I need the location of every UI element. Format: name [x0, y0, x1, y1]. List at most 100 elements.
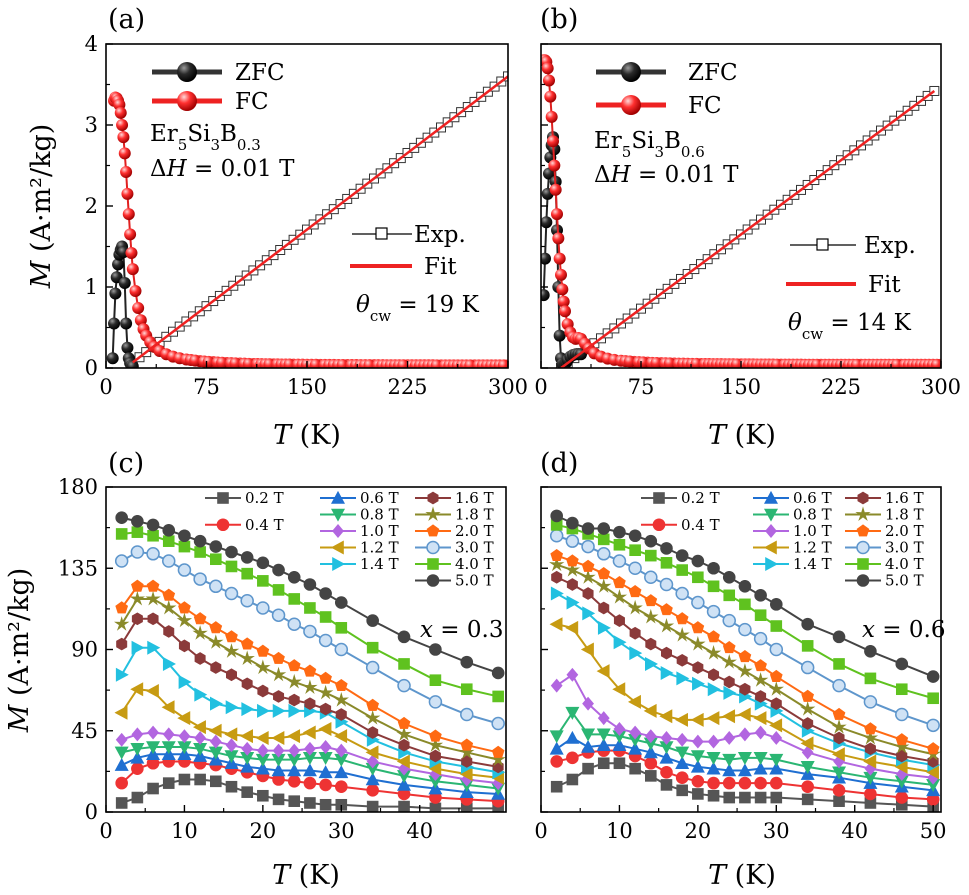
data-point-0_2T-d: [692, 788, 704, 800]
zfc-point-a: [112, 258, 125, 271]
zfc-point-a: [118, 276, 131, 289]
data-point-0_6T-c: [287, 763, 302, 777]
data-point-1_0T-d: [550, 678, 563, 693]
data-point-1_8T-c: [270, 666, 287, 682]
data-point-0_2T-d: [645, 770, 657, 782]
data-point-1_6T-c: [335, 708, 347, 721]
data-point-1_6T-d: [551, 570, 563, 584]
data-point-0_2T-c: [210, 775, 222, 788]
data-point-3_0T-d: [753, 631, 768, 646]
fit-legend-b: Exp. Fit: [786, 233, 916, 298]
data-point-4_0T-d: [864, 672, 877, 685]
data-point-0_4T-c: [303, 776, 317, 790]
data-point-1_8T-c: [490, 751, 506, 767]
data-point-1_6T-d: [692, 661, 704, 674]
y-tick-label-a: 3: [85, 113, 98, 137]
data-point-5_0T-d: [675, 549, 689, 562]
fc-point-b: [555, 268, 567, 281]
data-point-2_0T-d: [691, 621, 705, 634]
data-point-1_2T-c: [396, 754, 410, 769]
data-point-1_8T-c: [129, 590, 146, 606]
legend-marker-d: [765, 556, 779, 572]
data-point-4_0T-d: [833, 658, 845, 670]
data-point-1_2T-c: [161, 700, 175, 715]
legend-marker-d: [857, 491, 869, 505]
data-point-5_0T-d: [550, 509, 563, 523]
legend-marker-d: [856, 574, 870, 587]
data-point-0_2T-d: [723, 791, 736, 804]
data-point-2_0T-c: [272, 651, 285, 664]
data-point-1_8T-c: [302, 679, 318, 694]
data-point-5_0T-d: [597, 522, 611, 535]
fc-point-b: [931, 358, 941, 368]
data-point-0_8T-d: [800, 761, 815, 774]
data-point-0_4T-d: [660, 765, 673, 779]
data-point-1_2T-d: [863, 754, 877, 769]
data-point-0_8T-c: [146, 741, 161, 755]
data-point-1_8T-c: [396, 726, 412, 741]
fc-point-b: [650, 356, 663, 368]
legend-label-c: 2.0 T: [455, 522, 494, 540]
data-point-4_0T-c: [429, 674, 442, 686]
data-point-1_6T-d: [598, 601, 610, 615]
fc-point-b: [541, 62, 554, 75]
data-point-1_2T-c: [334, 729, 348, 744]
data-point-4_0T-d: [629, 544, 641, 556]
data-point-4_0T-c: [225, 560, 238, 573]
data-point-3_0T-d: [706, 604, 721, 619]
data-point-0_4T-c: [287, 775, 301, 788]
data-point-2_0T-c: [146, 579, 160, 592]
data-point-1_4T-c: [272, 703, 286, 718]
data-point-1_0T-c: [256, 743, 269, 758]
data-point-1_6T-c: [210, 661, 222, 674]
data-point-5_0T-d: [864, 645, 877, 658]
fc-point-b: [556, 283, 569, 296]
data-point-5_0T-c: [397, 630, 411, 644]
zfc-point-a: [109, 287, 122, 300]
data-point-0_2T-c: [319, 798, 332, 811]
data-point-0_8T-d: [737, 752, 752, 765]
data-point-0_6T-c: [365, 772, 380, 786]
legend-marker-d: [763, 540, 777, 555]
data-point-1_0T-d: [676, 732, 689, 747]
data-point-5_0T-c: [240, 551, 254, 564]
data-point-2_0T-c: [209, 621, 223, 634]
data-point-1_4T-c: [210, 696, 223, 711]
data-point-1_2T-c: [240, 729, 253, 744]
fc-point-b: [557, 295, 570, 308]
data-point-4_0T-d: [597, 533, 610, 546]
x-tick-label-c: 10: [171, 819, 198, 843]
data-point-1_0T-c: [272, 743, 285, 758]
data-point-0_4T-c: [366, 784, 379, 797]
fc-point-b: [547, 135, 559, 148]
data-point-0_8T-d: [769, 753, 784, 767]
data-point-0_6T-d: [581, 739, 596, 753]
data-point-1_6T-c: [131, 612, 143, 626]
data-point-5_0T-d: [691, 554, 705, 568]
data-point-2_0T-d: [550, 548, 564, 562]
x-tick-label-b: 150: [721, 375, 761, 399]
data-point-5_0T-c: [131, 515, 144, 528]
fc-point-a: [118, 147, 131, 160]
data-point-4_0T-d: [770, 620, 783, 632]
x-tick-label-b: 75: [628, 375, 655, 399]
data-point-2_0T-c: [287, 659, 301, 672]
legend-label-d: 1.2 T: [793, 539, 832, 557]
data-point-0_6T-d: [549, 741, 564, 755]
fc-point-b: [544, 90, 557, 103]
data-point-1_8T-c: [364, 710, 381, 725]
fc-point-a: [124, 228, 137, 241]
data-point-1_6T-c: [178, 639, 190, 653]
data-point-0_2T-d: [754, 791, 767, 804]
x-tick-label-a: 75: [193, 375, 220, 399]
data-point-1_0T-d: [739, 727, 751, 742]
data-point-1_4T-d: [566, 595, 580, 610]
fc-point-a: [497, 359, 508, 368]
data-point-4_0T-d: [927, 692, 939, 705]
data-point-2_0T-d: [644, 594, 658, 607]
data-point-1_4T-d: [613, 635, 627, 650]
legend-a: ZFC FC: [152, 60, 285, 115]
data-point-1_8T-c: [427, 737, 444, 752]
data-point-2_0T-c: [429, 729, 442, 742]
legend-marker-d: [857, 558, 869, 570]
